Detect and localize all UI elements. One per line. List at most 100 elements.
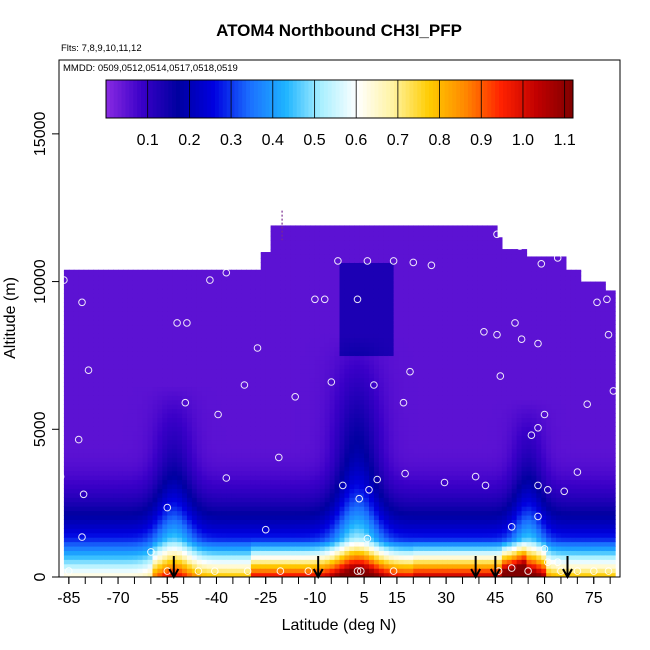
heatmap-cell [108, 439, 114, 445]
heatmap-cell [295, 306, 301, 312]
heatmap-cell [241, 537, 247, 543]
heatmap-cell [285, 559, 291, 565]
heatmap-cell [132, 435, 139, 441]
heatmap-cell [88, 475, 95, 481]
heatmap-cell [73, 355, 80, 361]
heatmap-cell [359, 333, 365, 339]
heatmap-cell [246, 510, 252, 516]
heatmap-cell [137, 404, 144, 410]
heatmap-cell [73, 426, 80, 432]
heatmap-cell [344, 288, 350, 294]
heatmap-cell [285, 225, 291, 228]
heatmap-cell [383, 510, 390, 516]
heatmap-cell [63, 475, 70, 481]
heatmap-cell [334, 257, 341, 263]
heatmap-cell [319, 430, 326, 436]
heatmap-cell [250, 284, 257, 290]
heatmap-cell [334, 528, 341, 534]
heatmap-cell [319, 284, 326, 290]
heatmap-cell [329, 240, 336, 246]
heatmap-cell [285, 337, 291, 343]
heatmap-cell [137, 324, 144, 330]
heatmap-cell [280, 448, 286, 454]
heatmap-cell [344, 541, 350, 547]
heatmap-cell [309, 280, 316, 286]
heatmap-cell [364, 510, 370, 516]
heatmap-cell [369, 244, 375, 250]
heatmap-cell [93, 510, 99, 516]
heatmap-cell [270, 275, 277, 281]
heatmap-cell [113, 488, 119, 494]
heatmap-cell [147, 541, 154, 547]
heatmap-cell [83, 475, 90, 481]
heatmap-cell [211, 421, 218, 427]
heatmap-cell [246, 519, 252, 525]
heatmap-cell [162, 510, 168, 516]
heatmap-cell [103, 333, 109, 339]
heatmap-cell [231, 395, 237, 401]
heatmap-cell [373, 563, 380, 569]
heatmap-cell [68, 532, 75, 538]
heatmap-cell [324, 225, 331, 228]
heatmap-cell [196, 510, 203, 516]
heatmap-cell [78, 413, 85, 419]
heatmap-cell [211, 461, 218, 467]
heatmap-cell [63, 399, 70, 405]
heatmap-cell [221, 417, 227, 423]
heatmap-cell [137, 364, 144, 370]
heatmap-cell [147, 572, 154, 577]
heatmap-cell [172, 528, 178, 534]
heatmap-cell [364, 359, 370, 365]
heatmap-cell [309, 568, 316, 574]
heatmap-cell [236, 395, 242, 401]
heatmap-cell [246, 479, 252, 485]
heatmap-cell [246, 351, 252, 357]
heatmap-cell [216, 470, 222, 476]
heatmap-cell [132, 368, 139, 374]
heatmap-cell [231, 559, 237, 565]
heatmap-cell [378, 355, 385, 361]
heatmap-cell [231, 554, 237, 560]
heatmap-cell [152, 377, 159, 383]
heatmap-cell [186, 483, 193, 489]
heatmap-cell [137, 280, 144, 286]
heatmap-cell [132, 373, 139, 379]
heatmap-cell [152, 444, 159, 450]
heatmap-cell [319, 311, 326, 317]
heatmap-cell [270, 271, 277, 277]
heatmap-cell [88, 324, 95, 330]
heatmap-cell [73, 311, 80, 317]
heatmap-cell [241, 466, 247, 472]
heatmap-cell [113, 382, 119, 388]
heatmap-cell [319, 346, 326, 352]
heatmap-cell [236, 269, 242, 272]
heatmap-cell [157, 519, 163, 525]
heatmap-cell [359, 280, 365, 286]
heatmap-cell [162, 413, 168, 419]
heatmap-cell [270, 284, 277, 290]
heatmap-cell [359, 390, 365, 396]
heatmap-cell [241, 559, 247, 565]
heatmap-cell [373, 435, 380, 441]
heatmap-cell [334, 475, 341, 481]
heatmap-cell [236, 426, 242, 432]
heatmap-cell [103, 439, 109, 445]
heatmap-cell [132, 421, 139, 427]
heatmap-cell [211, 280, 218, 286]
heatmap-cell [349, 311, 355, 317]
heatmap-cell [103, 461, 109, 467]
heatmap-cell [265, 351, 272, 357]
heatmap-cell [260, 457, 267, 463]
heatmap-cell [113, 439, 119, 445]
heatmap-cell [285, 554, 291, 560]
heatmap-cell [93, 501, 99, 507]
heatmap-cell [216, 537, 222, 543]
heatmap-cell [142, 554, 149, 560]
heatmap-cell [177, 413, 183, 419]
heatmap-cell [78, 430, 85, 436]
heatmap-cell [137, 466, 144, 472]
heatmap-cell [329, 355, 336, 361]
heatmap-cell [364, 563, 370, 569]
heatmap-cell [339, 395, 346, 401]
heatmap-cell [196, 439, 203, 445]
